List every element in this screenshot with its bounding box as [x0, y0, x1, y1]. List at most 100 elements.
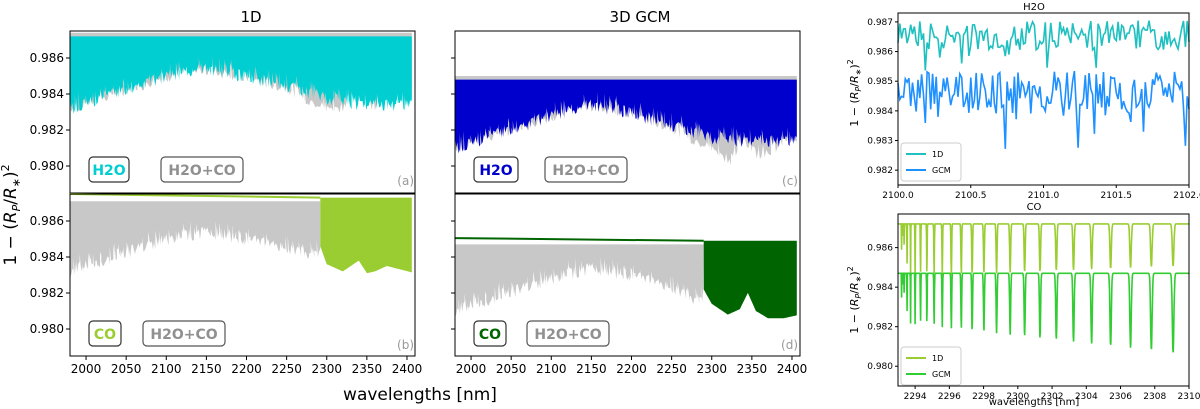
y-tick-label: 0.984	[30, 87, 64, 101]
panel-b-co-1d: 0.980 0.982 0.984 0.986 2000 2050 2100 2150 2200…	[30, 193, 423, 376]
legend-panel-d: CO H2O+CO	[473, 320, 610, 347]
panel-d-co-3d: 2000 2050 2100 2150 2200 2250 2300 2350 2400	[451, 193, 808, 376]
legend-comparison-label: H2O+CO	[552, 163, 619, 179]
panel-tag-b: (b)	[397, 338, 414, 352]
legend-species-label: H2O	[479, 163, 512, 179]
x-tick-label: 2200	[231, 362, 262, 376]
series-line-1d	[898, 223, 1189, 277]
y-tick-label: 0.980	[30, 159, 64, 173]
x-tick-label: 2350	[737, 362, 768, 376]
x-tick-label: 2296	[938, 392, 961, 402]
legend-species-box	[473, 320, 507, 347]
title-3d-gcm: 3D GCM	[610, 8, 671, 26]
x-tick-label: 2050	[111, 362, 142, 376]
main-x-label: wavelengths [nm]	[343, 385, 497, 405]
x-tick-label: 2100	[536, 362, 567, 376]
x-tick-label: 2250	[271, 362, 302, 376]
plot-frame	[454, 30, 801, 194]
y-tick-label: 0.982	[867, 166, 893, 176]
main-y-label: 1 − (RP/R∗)2	[0, 164, 23, 265]
legend-comparison-box	[544, 156, 628, 183]
x-tick-label: 2100.0	[882, 191, 914, 201]
x-tick-label: 2300	[1006, 392, 1029, 402]
legend-label-1d: 1D	[932, 150, 943, 159]
legend-panel-c: H2O H2O+CO	[473, 156, 628, 183]
y-tick-label: 0.984	[867, 107, 893, 117]
x-tick-label: 2400	[777, 362, 808, 376]
inset-co-x-label: wavelengths [nm]	[989, 397, 1080, 408]
y-tick-label: 0.982	[30, 123, 64, 137]
x-tick-label: 2150	[191, 362, 222, 376]
species-area	[455, 79, 797, 154]
series-line-gcm	[897, 70, 1190, 149]
inset-h2o-y-label: 1 − (RP/R∗)2	[846, 59, 863, 126]
y-tick-label: 0.983	[867, 137, 893, 147]
y-tick-label: 0.980	[30, 322, 64, 336]
species-area	[320, 197, 412, 274]
legend-comparison-label: H2O+CO	[168, 163, 235, 179]
x-tick-label: 2308	[1143, 392, 1166, 402]
series-line-1d	[897, 19, 1190, 71]
legend-comparison-label: H2O+CO	[150, 327, 217, 343]
y-tick-label: 0.982	[30, 286, 64, 300]
panel-tag-c: (c)	[782, 174, 798, 188]
legend-comparison-box	[142, 320, 226, 347]
plot-frame	[69, 193, 416, 357]
inset-co-y-label: 1 − (RP/R∗)2	[846, 266, 863, 333]
y-tick-label: 0.984	[30, 250, 64, 264]
legend-label-1d: 1D	[932, 354, 943, 363]
x-tick-label: 2302	[1041, 392, 1064, 402]
legend-species-label: CO	[479, 327, 501, 343]
y-tick-label: 0.980	[867, 362, 893, 372]
y-tick-label: 0.984	[867, 283, 893, 293]
series-line-gcm	[898, 272, 1189, 353]
y-tick-label: 0.986	[867, 244, 893, 254]
x-tick-label: 2250	[656, 362, 687, 376]
inset-h2o-legend: 1D GCM	[900, 142, 962, 182]
legend-frame	[900, 142, 962, 182]
x-tick-label: 2304	[1075, 392, 1098, 402]
inset-h2o-title: H2O	[1023, 2, 1045, 13]
x-tick-label: 2300	[696, 362, 727, 376]
plot-frame	[69, 30, 416, 194]
panel-tag-d: (d)	[781, 338, 798, 352]
legend-comparison-label: H2O+CO	[534, 327, 601, 343]
legend-panel-b: CO H2O+CO	[88, 320, 226, 347]
inset-co-legend: 1D GCM	[900, 346, 962, 386]
x-tick-label: 2100	[151, 362, 182, 376]
legend-species-box	[473, 156, 519, 183]
legend-comparison-box	[526, 320, 610, 347]
panel-tag-a: (a)	[397, 174, 414, 188]
x-tick-label: 2050	[496, 362, 527, 376]
x-tick-label: 2298	[972, 392, 995, 402]
x-tick-label: 2000	[456, 362, 487, 376]
y-tick-label: 0.982	[867, 323, 893, 333]
plot-frame	[897, 213, 1190, 387]
y-tick-label: 0.985	[867, 77, 893, 87]
x-tick-label: 2100.5	[955, 191, 987, 201]
x-tick-label: 2200	[616, 362, 647, 376]
x-tick-label: 2294	[904, 392, 927, 402]
x-tick-label: 2101.0	[1028, 191, 1060, 201]
x-tick-label: 2000	[71, 362, 102, 376]
x-tick-label: 2101.5	[1101, 191, 1133, 201]
y-tick-label: 0.986	[30, 214, 64, 228]
x-tick-label: 2306	[1109, 392, 1132, 402]
legend-label-gcm: GCM	[932, 166, 951, 175]
species-area	[70, 36, 412, 114]
inset-co-title: CO	[1027, 202, 1042, 213]
title-1d: 1D	[240, 8, 261, 26]
y-tick-label: 0.986	[30, 51, 64, 65]
legend-species-label: H2O	[92, 163, 125, 179]
comparison-area	[455, 244, 704, 318]
y-tick-label: 0.986	[867, 48, 893, 58]
plot-frame	[454, 193, 801, 357]
legend-comparison-box	[160, 156, 244, 183]
x-tick-label: 2102.0	[1173, 191, 1200, 201]
x-tick-label: 2400	[392, 362, 423, 376]
legend-species-label: CO	[94, 327, 116, 343]
inset-co-panel: 0.980 0.982 0.984 0.986 2294 2296 2298 2300 2302…	[867, 213, 1200, 402]
legend-species-box	[88, 320, 122, 347]
legend-frame	[900, 346, 962, 386]
